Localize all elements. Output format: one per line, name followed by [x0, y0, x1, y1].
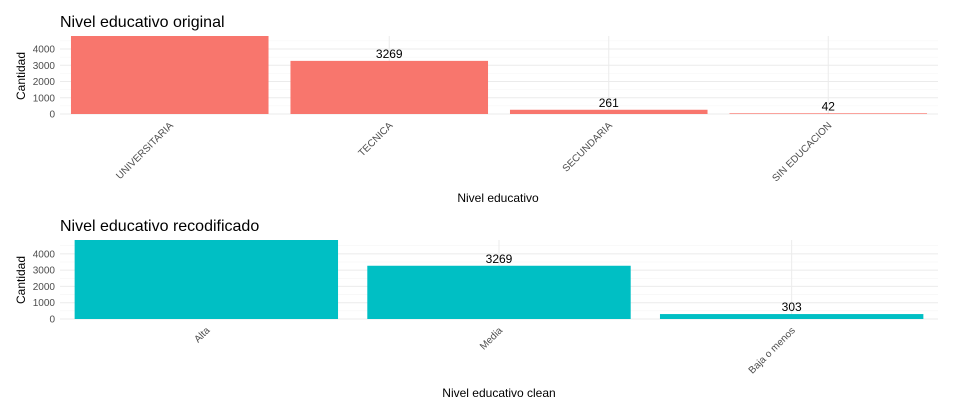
y-tick-label: 2000 [33, 282, 56, 293]
y-tick-label: 0 [49, 110, 55, 121]
y-axis-title: Cantidad [14, 256, 28, 304]
bar [659, 314, 924, 319]
x-tick-labels: UNIVERSITARIA TECNICA SECUNDARIA SIN EDUCAC… [114, 120, 834, 184]
bars [70, 36, 928, 114]
y-tick-label: 2000 [33, 77, 56, 88]
chart-panel-original: Nivel educativo original 0 1000 2000 3000 40… [14, 14, 938, 205]
y-tick-labels: 0 1000 2000 3000 4000 [33, 45, 56, 121]
x-tick-label: SECUNDARIA [561, 120, 615, 174]
x-tick-labels: Alta Media Baja o menos [192, 325, 797, 376]
data-labels: 3269 261 42 [376, 47, 835, 113]
bars [74, 240, 924, 319]
data-label: 3269 [376, 47, 403, 61]
bar [290, 60, 489, 114]
x-axis-title: Nivel educativo [457, 191, 539, 205]
chart-panel-recoded: Nivel educativo recodificado 0 1000 2000 30… [14, 218, 938, 400]
data-label: 261 [599, 96, 619, 110]
bar [74, 240, 339, 319]
y-tick-label: 1000 [33, 93, 56, 104]
x-tick-label: TECNICA [357, 120, 396, 159]
y-tick-label: 4000 [33, 45, 56, 56]
data-label: 303 [782, 300, 802, 314]
x-tick-label: Alta [192, 325, 212, 345]
data-label: 3269 [486, 252, 513, 266]
bar [509, 109, 708, 114]
y-tick-label: 3000 [33, 61, 56, 72]
chart-title: Nivel educativo recodificado [60, 218, 259, 235]
x-tick-label: Baja o menos [747, 325, 798, 376]
data-labels: 3269 303 [486, 252, 802, 314]
y-tick-label: 4000 [33, 249, 56, 260]
bar [367, 265, 631, 319]
x-tick-label: Media [478, 325, 505, 352]
x-tick-label: SIN EDUCACION [770, 120, 834, 184]
data-label: 42 [822, 99, 836, 113]
x-tick-label: UNIVERSITARIA [114, 120, 176, 182]
x-axis-title: Nivel educativo clean [442, 386, 555, 400]
y-tick-labels: 0 1000 2000 3000 4000 [33, 249, 56, 325]
y-tick-label: 3000 [33, 266, 56, 277]
bar [729, 113, 928, 114]
y-axis-title: Cantidad [14, 52, 28, 100]
chart-title: Nivel educativo original [60, 14, 225, 31]
y-tick-label: 0 [49, 315, 55, 326]
bar [70, 36, 269, 114]
y-tick-label: 1000 [33, 298, 56, 309]
